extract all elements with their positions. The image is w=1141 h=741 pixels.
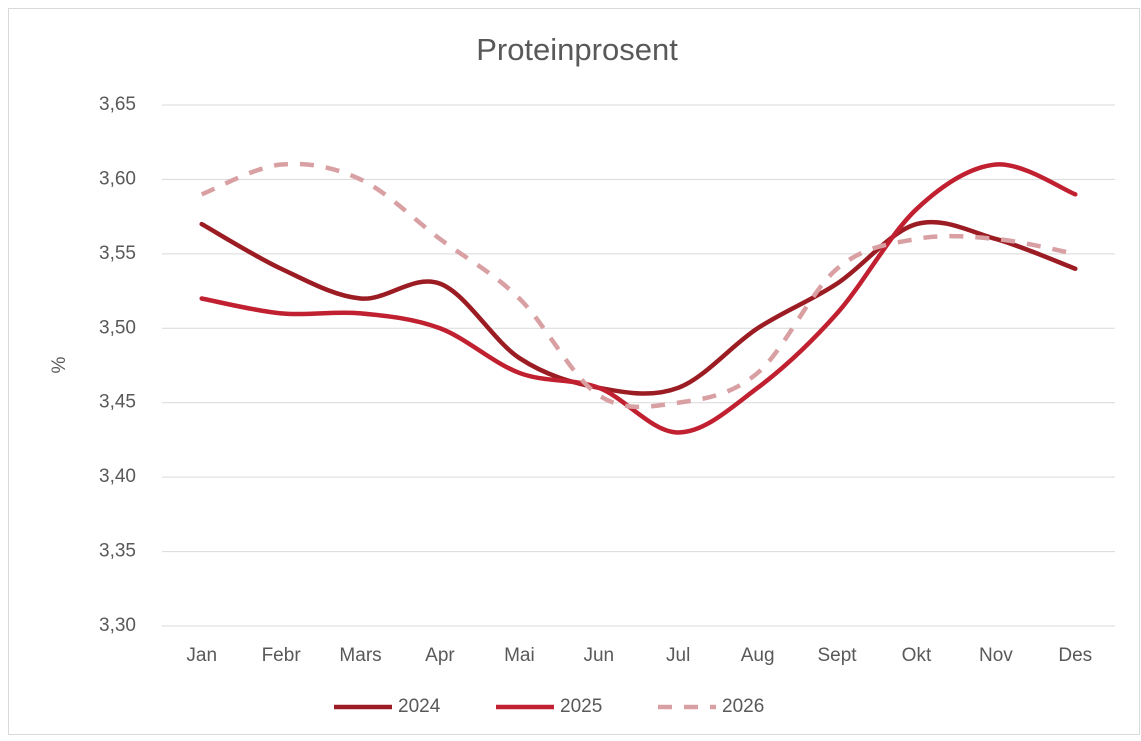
legend-label: 2026 <box>722 696 764 717</box>
y-tick-label: 3,30 <box>99 615 136 636</box>
y-tick-label: 3,40 <box>99 466 136 487</box>
y-tick-label: 3,35 <box>99 541 136 562</box>
y-tick-label: 3,60 <box>99 168 136 189</box>
x-tick-label: Nov <box>979 645 1013 666</box>
y-tick-label: 3,55 <box>99 243 136 264</box>
x-tick-label: Jan <box>186 645 217 666</box>
series-line <box>199 162 1078 435</box>
x-tick-label: Febr <box>262 645 302 666</box>
x-tick-label: Jun <box>583 645 614 666</box>
y-tick-label: 3,65 <box>99 94 136 115</box>
x-tick-label: Des <box>1058 645 1092 666</box>
x-tick-label: Okt <box>902 645 932 666</box>
chart-title: Proteinprosent <box>476 32 678 67</box>
series-line <box>200 161 1076 410</box>
x-tick-label: Apr <box>425 645 455 666</box>
x-tick-label: Mai <box>504 645 535 666</box>
x-tick-label: Aug <box>741 645 775 666</box>
x-tick-label: Sept <box>817 645 857 666</box>
series-line <box>199 219 1078 396</box>
y-tick-label: 3,50 <box>99 317 136 338</box>
legend-label: 2024 <box>398 696 441 717</box>
y-axis-label: % <box>49 356 70 373</box>
chart-border <box>8 8 1140 735</box>
legend-label: 2025 <box>560 696 602 717</box>
x-tick-label: Mars <box>339 645 381 666</box>
x-tick-label: Jul <box>666 645 690 666</box>
y-tick-label: 3,45 <box>99 392 136 413</box>
